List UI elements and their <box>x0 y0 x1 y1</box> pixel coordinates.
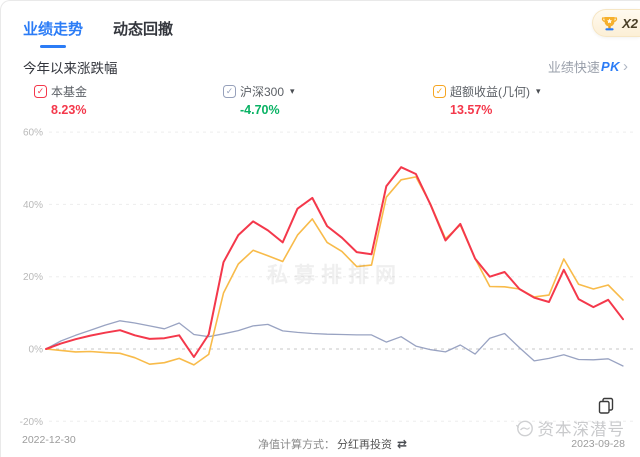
x-axis-end-date: 2023-09-28 <box>571 438 625 450</box>
brand-logo-icon <box>515 420 533 436</box>
calc-note-value: 分红再投资 <box>337 439 392 451</box>
badge-label: X2 <box>622 15 638 31</box>
excess-return-ytd-value: 13.57% <box>450 103 493 117</box>
legend-excess-return-label[interactable]: 超额收益(几何) <box>450 85 530 99</box>
copy-icon[interactable] <box>598 397 615 419</box>
svg-text:0%: 0% <box>29 345 44 356</box>
tab-bar: 业绩走势 动态回撤 <box>23 18 173 48</box>
chart-watermark: 私募排排网 <box>267 264 402 287</box>
swap-icon[interactable]: ⇄ <box>397 437 408 451</box>
tab-performance-trend[interactable]: 业绩走势 <box>23 18 83 48</box>
nav-calculation-note: 净值计算方式： 分红再投资 ⇄ <box>258 436 407 452</box>
performance-pk-link[interactable]: 业绩快速 PK › <box>548 57 628 76</box>
legend-fund-label: 本基金 <box>51 85 88 99</box>
calc-note-label: 净值计算方式： <box>258 439 335 451</box>
active-tab-underline <box>40 45 66 48</box>
csi300-checkbox[interactable]: ✓ <box>223 85 236 98</box>
chevron-down-icon[interactable]: ▾ <box>290 86 295 96</box>
tab-performance-trend-label: 业绩走势 <box>23 21 84 38</box>
page-title: 今年以来涨跌幅 <box>23 61 118 76</box>
legend-item-csi300: ✓ 沪深300 ▾ -4.70% <box>223 83 295 117</box>
svg-text:-20%: -20% <box>20 417 43 428</box>
csi300-ytd-value: -4.70% <box>240 103 280 117</box>
tab-dynamic-drawdown-label: 动态回撤 <box>113 21 174 38</box>
legend-item-fund: ✓ 本基金 8.23% <box>34 83 87 117</box>
trophy-icon <box>601 16 618 30</box>
tab-dynamic-drawdown[interactable]: 动态回撤 <box>113 18 173 48</box>
svg-text:20%: 20% <box>23 272 43 283</box>
series-line-0 <box>45 166 624 358</box>
pk-link-prefix: 业绩快速 <box>547 60 600 75</box>
brand-watermark-text: 资本深潜号 <box>537 421 625 439</box>
pk-link-highlight: PK <box>600 59 620 74</box>
chevron-right-icon: › <box>623 58 628 75</box>
performance-line-chart[interactable]: 60% 40% 20% 0% -20% <box>1 119 640 431</box>
svg-text:40%: 40% <box>23 200 43 211</box>
legend-item-excess-return: ✓ 超额收益(几何) ▾ 13.57% <box>433 83 541 117</box>
series-line-1 <box>45 320 624 367</box>
ranking-badge[interactable]: X2 <box>592 9 640 37</box>
fund-checkbox[interactable]: ✓ <box>34 85 47 98</box>
svg-text:60%: 60% <box>23 128 43 139</box>
chevron-down-icon[interactable]: ▾ <box>536 86 541 96</box>
fund-ytd-value: 8.23% <box>51 103 87 117</box>
excess-return-checkbox[interactable]: ✓ <box>433 85 446 98</box>
brand-watermark: 资本深潜号 <box>515 416 626 440</box>
legend-csi300-label[interactable]: 沪深300 <box>240 85 285 99</box>
x-axis-start-date: 2022-12-30 <box>22 434 76 446</box>
